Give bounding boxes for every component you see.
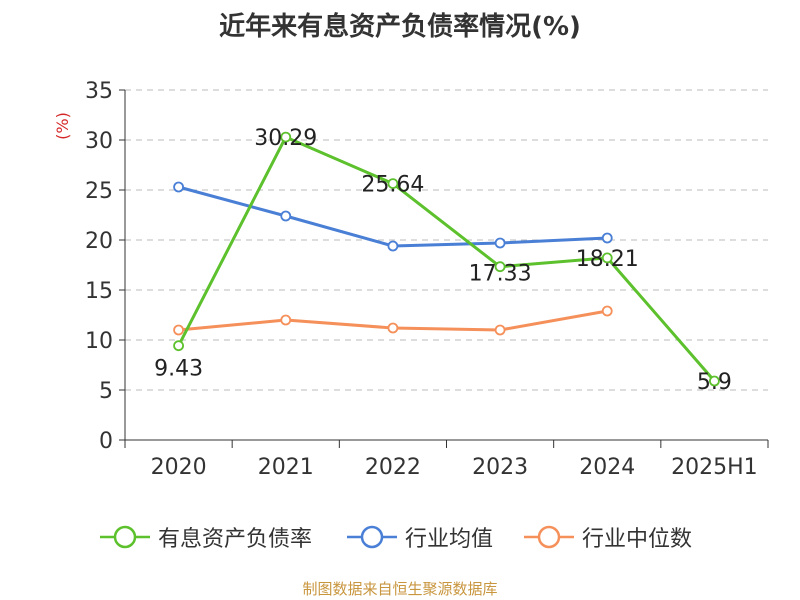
y-tick-label: 10 (85, 329, 113, 354)
y-tick-label: 5 (99, 379, 113, 404)
legend-label-debt-ratio: 有息资产负债率 (158, 527, 313, 552)
x-tick-label: 2022 (365, 455, 421, 480)
data-point-0 (601, 252, 613, 264)
data-label: 9.43 (154, 357, 203, 382)
legend-industry-median-icon (524, 525, 574, 549)
data-point-1 (387, 240, 399, 252)
data-point-1 (494, 237, 506, 249)
legend-item-industry-median[interactable]: 行业中位数 (524, 522, 692, 552)
source-note: 制图数据来自恒生聚源数据库 (302, 580, 498, 598)
data-point-2 (387, 322, 399, 334)
data-labels: 9.43 30.29 25.64 17.33 18.21 5.9 (154, 126, 732, 395)
data-label: 25.64 (361, 173, 424, 198)
y-tick-label: 20 (85, 229, 113, 254)
y-axis-unit-label: (%) (53, 112, 72, 140)
y-tick-label: 25 (85, 179, 113, 204)
x-tick-label: 2024 (579, 455, 635, 480)
series-lines (173, 131, 720, 387)
data-point-0 (494, 261, 506, 273)
legend-debt-ratio-icon (100, 525, 150, 549)
data-label: 17.33 (469, 262, 532, 287)
x-tick-label: 2025H1 (671, 455, 758, 480)
data-point-0 (280, 131, 292, 143)
data-label: 5.9 (697, 370, 732, 395)
data-point-0 (173, 340, 184, 352)
y-tick-label: 15 (85, 279, 113, 304)
axes: 0 5 10 15 20 25 30 35 2020 2021 2022 2023 2024 2025H1 (85, 79, 769, 480)
data-point-1 (280, 210, 292, 222)
data-label: 30.29 (254, 126, 317, 151)
data-point-1 (601, 232, 613, 244)
legend-label-industry-median: 行业中位数 (582, 527, 693, 552)
data-point-2 (494, 324, 506, 336)
series-line-0 (177, 135, 716, 382)
x-tick-label: 2020 (151, 455, 207, 480)
data-point-0 (387, 178, 399, 190)
data-point-2 (173, 324, 184, 336)
y-tick-label: 0 (99, 429, 113, 454)
legend-label-industry-mean: 行业均值 (405, 527, 494, 552)
grid-lines (125, 89, 768, 391)
x-tick-label: 2021 (258, 455, 314, 480)
data-point-0 (709, 375, 720, 387)
y-tick-label: 30 (85, 129, 113, 154)
x-tick-label: 2023 (472, 455, 528, 480)
data-label: 18.21 (576, 247, 639, 272)
chart-title: 近年来有息资产负债率情况(%) (219, 12, 581, 42)
legend-industry-mean-icon (347, 525, 397, 549)
data-point-2 (601, 305, 613, 317)
data-point-2 (280, 314, 292, 326)
legend-item-industry-mean[interactable]: 行业均值 (347, 522, 493, 552)
data-point-1 (173, 181, 184, 193)
y-tick-label: 35 (85, 79, 113, 104)
legend-item-debt-ratio[interactable]: 有息资产负债率 (100, 522, 312, 552)
